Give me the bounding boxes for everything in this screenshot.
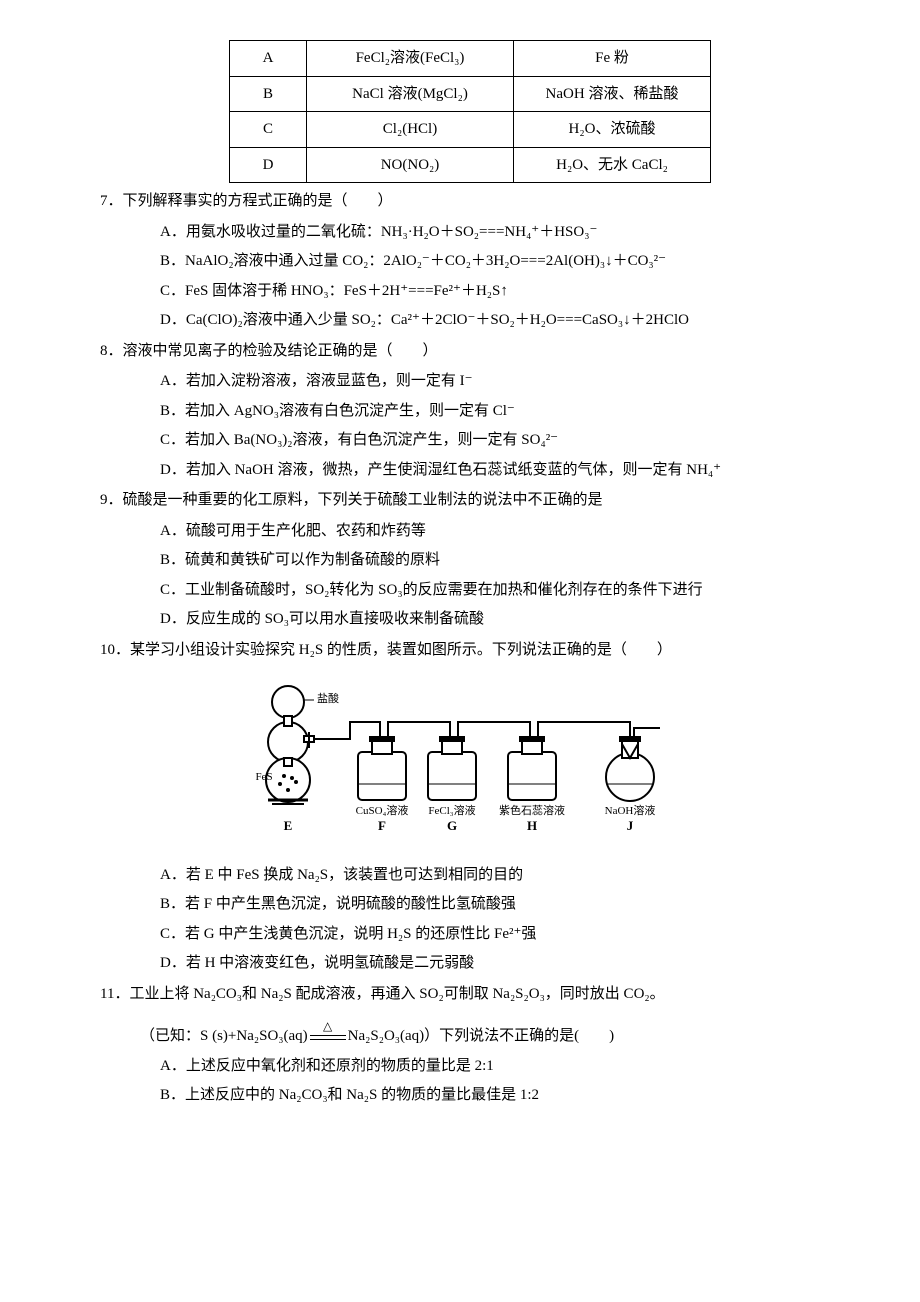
label-litmus: 紫色石蕊溶液	[499, 803, 565, 817]
cell: D	[230, 147, 307, 183]
cell: H₂O、无水 CaCl₂	[514, 147, 711, 183]
option-a: A．若 E 中 FeS 换成 Na₂S，该装置也可达到相同的目的	[160, 861, 840, 890]
cell: NO(NO₂)	[307, 147, 514, 183]
option-a: A．若加入淀粉溶液，溶液显蓝色，则一定有 I⁻	[160, 367, 840, 396]
q-num: 8．	[100, 343, 123, 359]
option-d: D．若 H 中溶液变红色，说明氢硫酸是二元弱酸	[160, 949, 840, 978]
cell: H₂O、浓硫酸	[514, 112, 711, 148]
option-d: D．Ca(ClO)₂溶液中通入少量 SO₂：Ca²⁺＋2ClO⁻＋SO₂＋H₂O…	[160, 306, 840, 335]
q-stem: 工业上将 Na₂CO₃和 Na₂S 配成溶液，再通入 SO₂可制取 Na₂S₂O…	[129, 986, 664, 1002]
apparatus-figure: 盐酸 FeS CuSO₄溶液 FeCl₃溶液 紫色石蕊溶液 NaOH溶液 E F…	[250, 672, 690, 853]
option-a: A．上述反应中氧化剂和还原剂的物质的量比是 2:1	[160, 1052, 840, 1081]
option-b: B．硫黄和黄铁矿可以作为制备硫酸的原料	[160, 546, 840, 575]
table-row: A FeCl₂溶液(FeCl₃) Fe 粉	[230, 41, 711, 77]
q11-known: （已知：S (s)+Na₂SO₃(aq) △ Na₂S₂O₃(aq)）下列说法不…	[140, 1022, 840, 1051]
label-H: H	[527, 818, 537, 833]
q-num: 7．	[100, 193, 123, 209]
option-c: C．工业制备硫酸时，SO₂转化为 SO₃的反应需要在加热和催化剂存在的条件下进行	[160, 576, 840, 605]
q-stem: 溶液中常见离子的检验及结论正确的是（ ）	[123, 343, 438, 359]
option-d: D．反应生成的 SO₃可以用水直接吸收来制备硫酸	[160, 605, 840, 634]
option-a: A．硫酸可用于生产化肥、农药和炸药等	[160, 517, 840, 546]
table-row: B NaCl 溶液(MgCl₂) NaOH 溶液、稀盐酸	[230, 76, 711, 112]
label-fecl3: FeCl₃溶液	[428, 803, 475, 817]
table-row: C Cl₂(HCl) H₂O、浓硫酸	[230, 112, 711, 148]
option-c: C．若加入 Ba(NO₃)₂溶液，有白色沉淀产生，则一定有 SO₄²⁻	[160, 426, 840, 455]
q-stem: 硫酸是一种重要的化工原料，下列关于硫酸工业制法的说法中不正确的是	[123, 492, 603, 508]
label-F: F	[378, 818, 386, 833]
q-stem: 某学习小组设计实验探究 H₂S 的性质，装置如图所示。下列说法正确的是（ ）	[130, 642, 672, 658]
cell: FeCl₂溶液(FeCl₃)	[307, 41, 514, 77]
q-num: 11．	[100, 986, 129, 1002]
reagent-table: A FeCl₂溶液(FeCl₃) Fe 粉 B NaCl 溶液(MgCl₂) N…	[229, 40, 711, 183]
label-J: J	[627, 818, 634, 833]
table-row: D NO(NO₂) H₂O、无水 CaCl₂	[230, 147, 711, 183]
delta-symbol: △	[310, 1015, 346, 1038]
label-naoh: NaOH溶液	[605, 803, 656, 817]
cell: B	[230, 76, 307, 112]
question-11: 11．工业上将 Na₂CO₃和 Na₂S 配成溶液，再通入 SO₂可制取 Na₂…	[100, 980, 840, 1009]
option-b: B．上述反应中的 Na₂CO₃和 Na₂S 的物质的量比最佳是 1:2	[160, 1081, 840, 1110]
q-num: 10．	[100, 642, 130, 658]
cell: Fe 粉	[514, 41, 711, 77]
q-stem: 下列解释事实的方程式正确的是（ ）	[123, 193, 393, 209]
q-num: 9．	[100, 492, 123, 508]
question-7: 7．下列解释事实的方程式正确的是（ ）	[100, 187, 840, 216]
question-10: 10．某学习小组设计实验探究 H₂S 的性质，装置如图所示。下列说法正确的是（ …	[100, 636, 840, 665]
cell: A	[230, 41, 307, 77]
option-c: C．FeS 固体溶于稀 HNO₃：FeS＋2H⁺===Fe²⁺＋H₂S↑	[160, 277, 840, 306]
question-9: 9．硫酸是一种重要的化工原料，下列关于硫酸工业制法的说法中不正确的是	[100, 486, 840, 515]
label-fes: FeS	[255, 771, 272, 783]
label-E: E	[284, 818, 293, 833]
option-c: C．若 G 中产生浅黄色沉淀，说明 H₂S 的还原性比 Fe²⁺强	[160, 920, 840, 949]
cell: C	[230, 112, 307, 148]
question-8: 8．溶液中常见离子的检验及结论正确的是（ ）	[100, 337, 840, 366]
option-b: B．NaAlO₂溶液中通入过量 CO₂：2AlO₂⁻＋CO₂＋3H₂O===2A…	[160, 247, 840, 276]
label-cuso4: CuSO₄溶液	[356, 803, 409, 817]
option-b: B．若加入 AgNO₃溶液有白色沉淀产生，则一定有 Cl⁻	[160, 397, 840, 426]
label-yansuan: 盐酸	[317, 691, 339, 705]
label-G: G	[447, 818, 457, 833]
option-d: D．若加入 NaOH 溶液，微热，产生使润湿红色石蕊试纸变蓝的气体，则一定有 N…	[160, 456, 840, 485]
cell: NaCl 溶液(MgCl₂)	[307, 76, 514, 112]
option-a: A．用氨水吸收过量的二氧化硫：NH₃·H₂O＋SO₂===NH₄⁺＋HSO₃⁻	[160, 218, 840, 247]
option-b: B．若 F 中产生黑色沉淀，说明硫酸的酸性比氢硫酸强	[160, 890, 840, 919]
cell: Cl₂(HCl)	[307, 112, 514, 148]
cell: NaOH 溶液、稀盐酸	[514, 76, 711, 112]
